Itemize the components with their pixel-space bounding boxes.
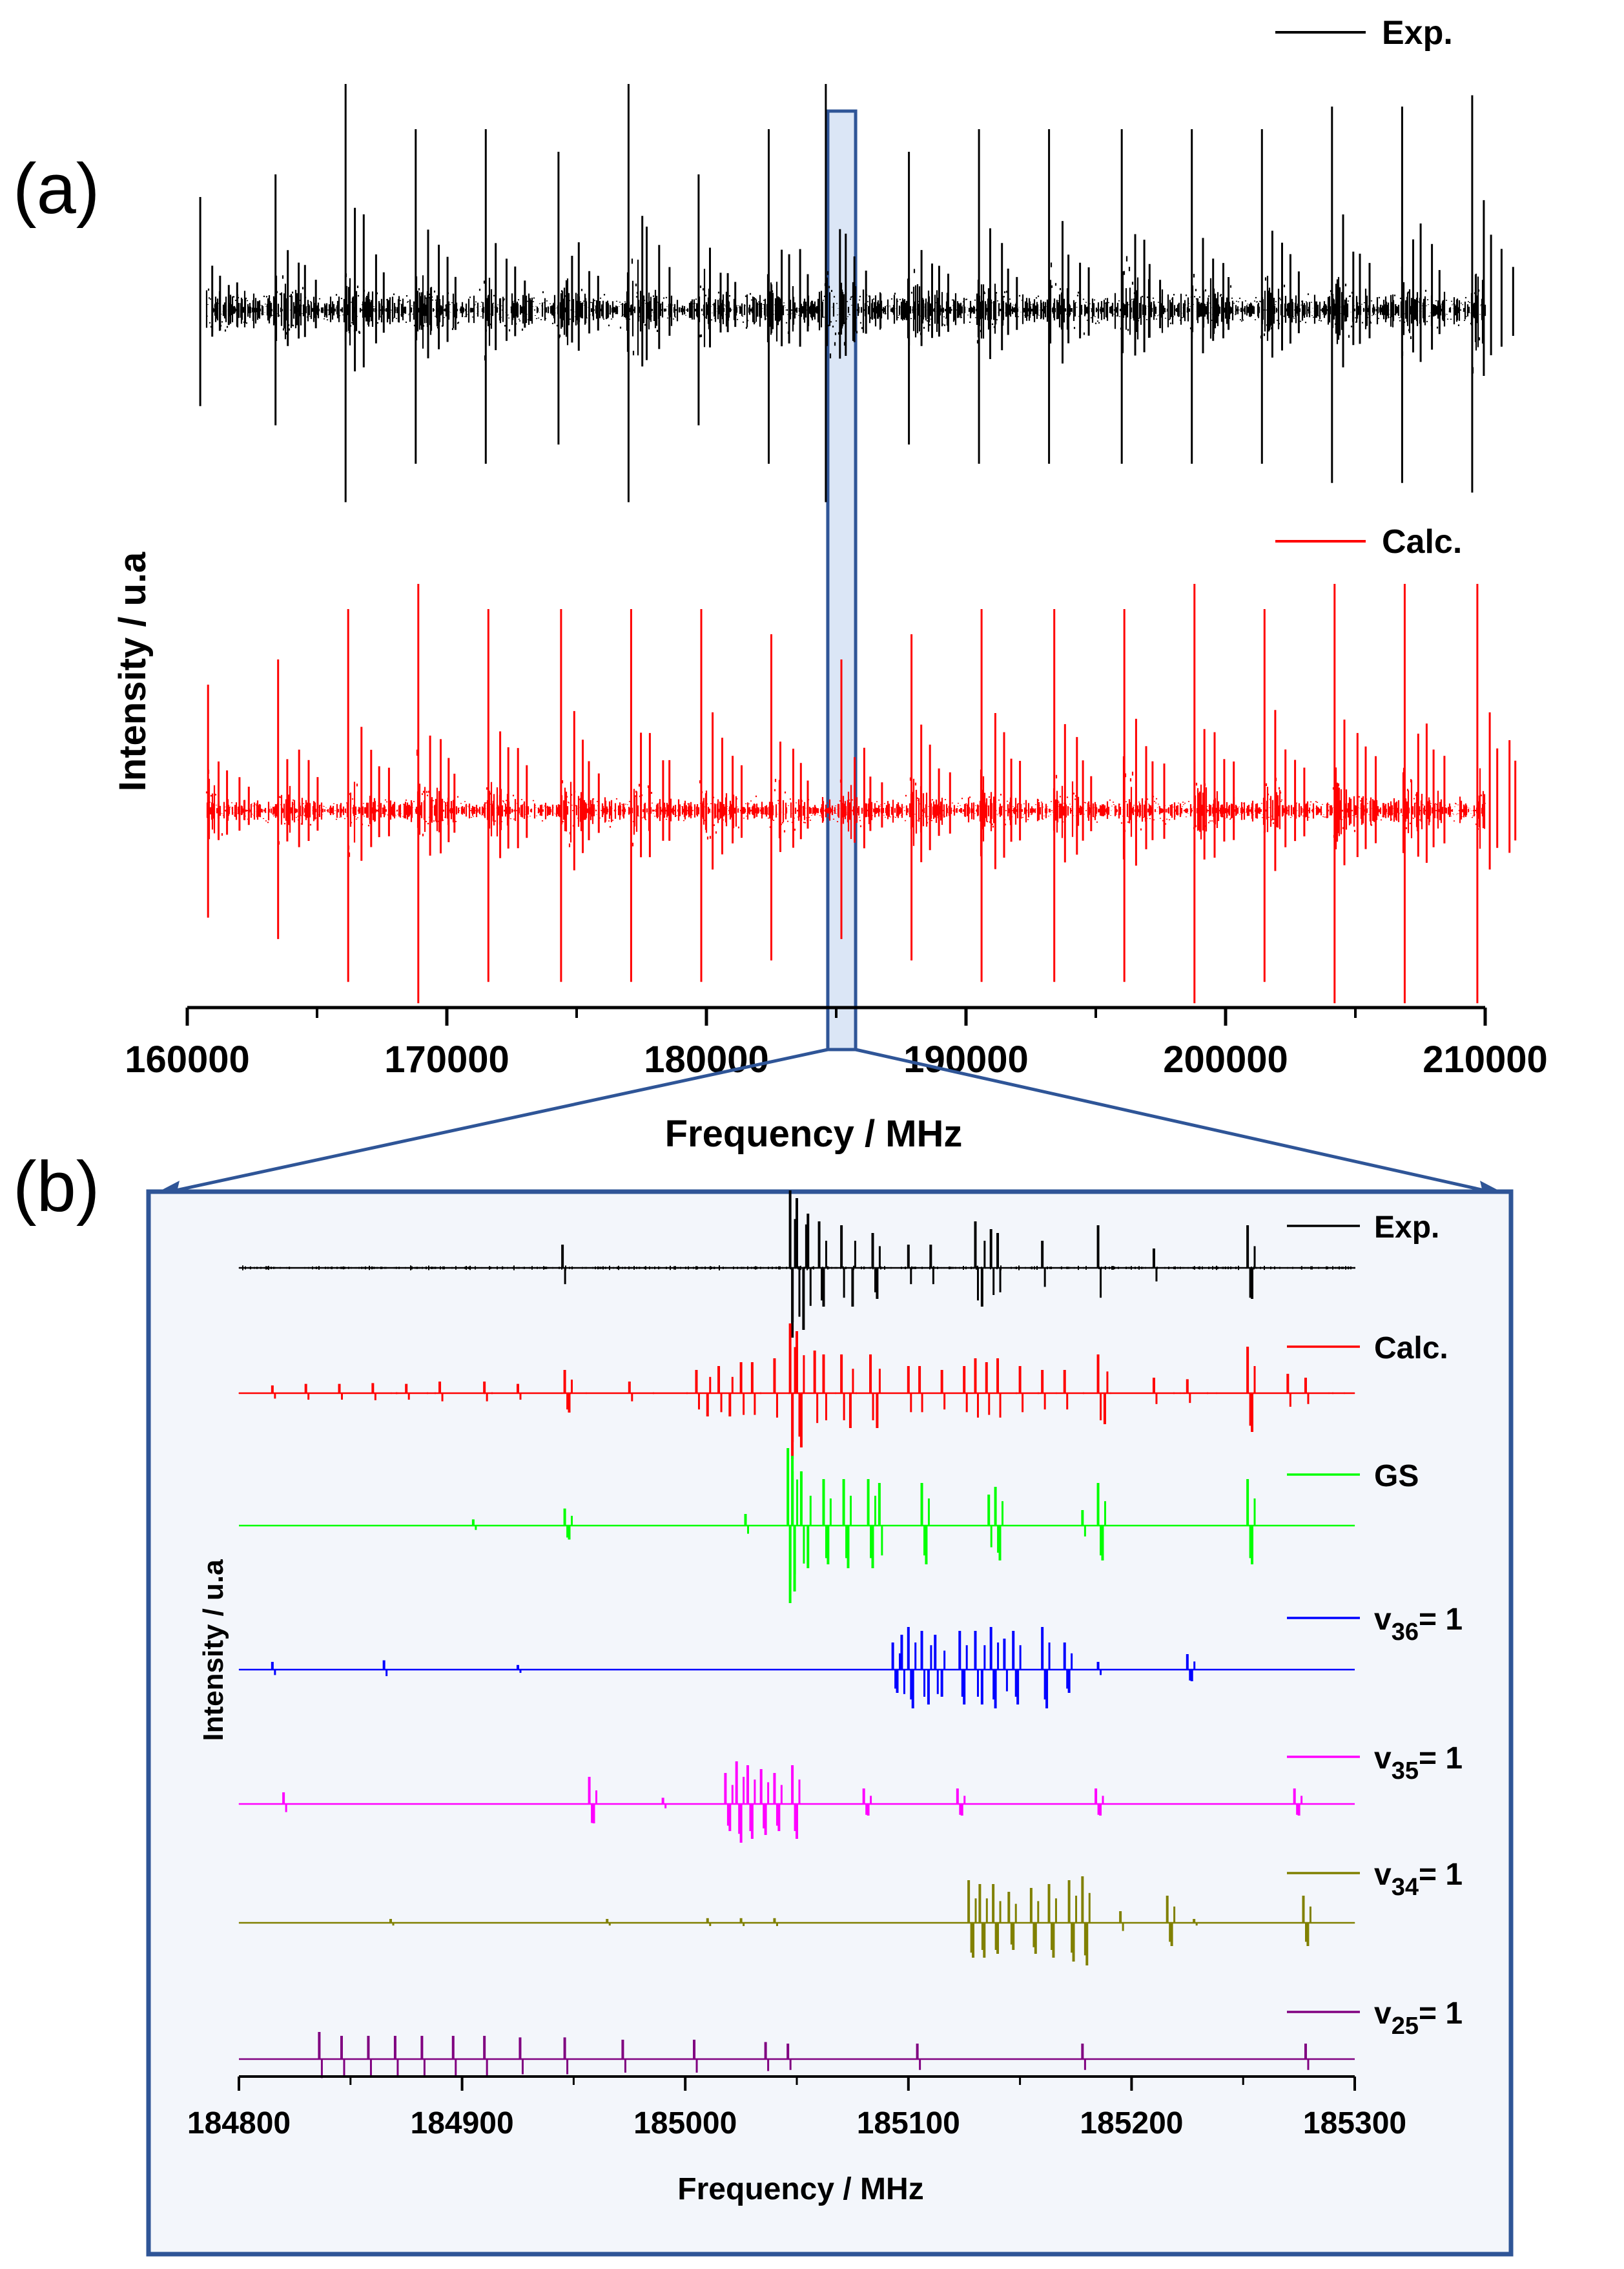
panel-a-xlabel: Frequency / MHz — [665, 1113, 963, 1155]
legend-b-label-1: Calc. — [1374, 1331, 1448, 1365]
legend-b-label-2: GS — [1374, 1459, 1419, 1493]
axis-b-tick-label-2: 185000 — [633, 2106, 737, 2140]
legend-b-label-base-3: v — [1374, 1602, 1392, 1637]
legend-b-label-tail-5: = 1 — [1419, 1858, 1463, 1892]
panel-b-ylabel: Intensity / u.a — [198, 1559, 229, 1741]
axis-a-tick-label-1: 170000 — [384, 1039, 509, 1081]
axis-a-tick-label-4: 200000 — [1163, 1039, 1288, 1081]
axis-a-tick-label-2: 180000 — [644, 1039, 769, 1081]
axis-b-tick-label-4: 185200 — [1080, 2106, 1183, 2140]
connector-right — [855, 1048, 1505, 1197]
panel-b-x-axis: 184800 184900 185000 185100 185200 185300 — [187, 2075, 1406, 2140]
axis-b-tick-label-1: 184900 — [411, 2106, 514, 2140]
legend-a-label-0: Exp. — [1382, 14, 1453, 52]
legend-b-label-sub-3: 36 — [1392, 1619, 1419, 1646]
legend-a-label-1: Calc. — [1382, 523, 1462, 561]
panel-a-legend: Exp. Calc. — [1275, 14, 1462, 561]
trace-a-1-peaks — [207, 584, 1517, 1004]
legend-b-label-base-4: v — [1374, 1741, 1392, 1776]
legend-b-label-base-5: v — [1374, 1858, 1392, 1892]
panel-a-traces — [199, 84, 1517, 1004]
panel-b-xlabel: Frequency / MHz — [677, 2172, 923, 2206]
panel-b-label: (b) — [13, 1147, 99, 1227]
axis-a-tick-label-5: 210000 — [1423, 1039, 1548, 1081]
panel-a-ylabel: Intensity / u.a — [112, 552, 154, 791]
connector-left — [154, 1048, 828, 1197]
legend-b-label-base-0: Exp. — [1374, 1210, 1439, 1245]
axis-b-tick-label-5: 185300 — [1303, 2106, 1406, 2140]
legend-b-label-sub-4: 35 — [1392, 1757, 1419, 1785]
legend-b-label-3: v36= 1 — [1374, 1602, 1463, 1646]
legend-b-label-sub-6: 25 — [1392, 2013, 1419, 2040]
zoom-panel-frame — [146, 1189, 1514, 2257]
trace-a-0-peaks — [199, 84, 1514, 502]
axis-b-tick-label-0: 184800 — [187, 2106, 291, 2140]
legend-b-label-base-6: v — [1374, 1996, 1392, 2031]
legend-b-label-tail-6: = 1 — [1419, 1996, 1463, 2031]
legend-b-label-4: v35= 1 — [1374, 1741, 1463, 1785]
panel-a-x-axis: 160000 170000 180000 190000 200000 210000 — [125, 1006, 1548, 1081]
legend-b-label-base-2: GS — [1374, 1459, 1419, 1493]
legend-b-label-tail-3: = 1 — [1419, 1602, 1463, 1637]
legend-b-label-base-1: Calc. — [1374, 1331, 1448, 1365]
legend-b-label-sub-5: 34 — [1392, 1874, 1419, 1901]
legend-b-label-5: v34= 1 — [1374, 1858, 1463, 1901]
legend-b-label-0: Exp. — [1374, 1210, 1439, 1245]
panel-a: (a) Intensity / u.a Exp. Calc. 160000 1700… — [13, 14, 1548, 1155]
panel-b-traces — [238, 1190, 1355, 2078]
panel-a-label: (a) — [13, 149, 99, 229]
legend-b-label-6: v25= 1 — [1374, 1996, 1463, 2040]
axis-a-tick-label-0: 160000 — [125, 1039, 250, 1081]
legend-b-label-tail-4: = 1 — [1419, 1741, 1463, 1776]
axis-b-tick-label-3: 185100 — [857, 2106, 960, 2140]
